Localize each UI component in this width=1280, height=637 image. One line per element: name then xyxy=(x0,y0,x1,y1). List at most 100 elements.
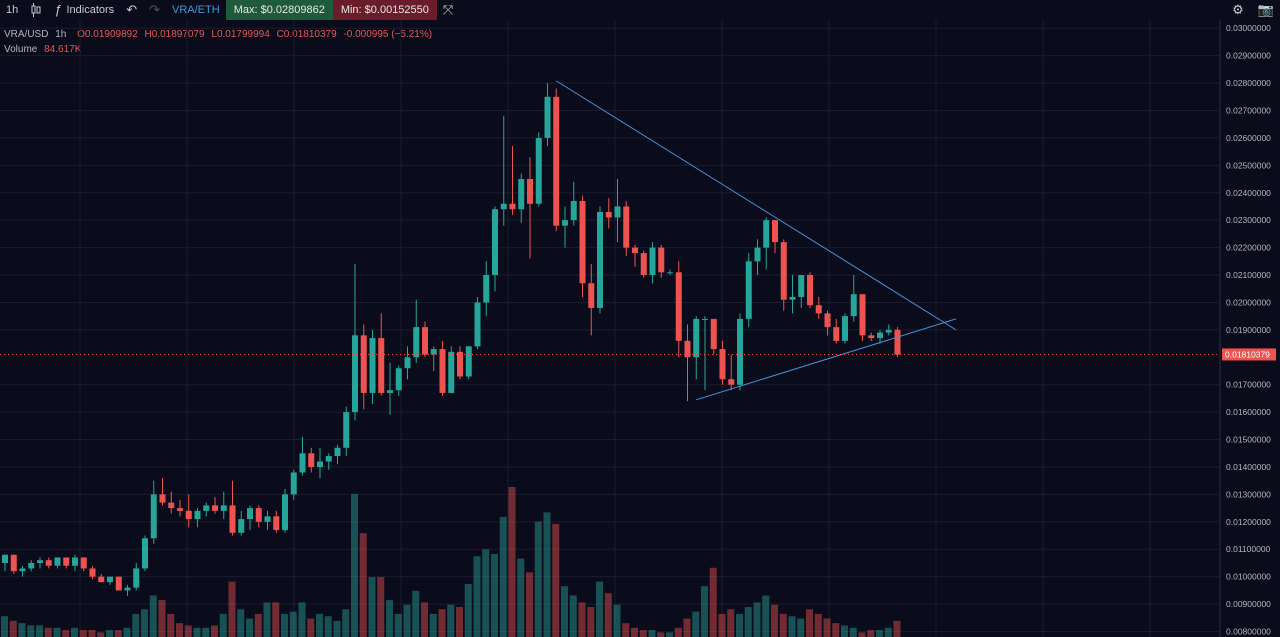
volume-bar xyxy=(281,613,288,637)
candle-body xyxy=(719,349,726,380)
candle-body xyxy=(474,302,481,347)
fullscreen-button[interactable]: ⤧ xyxy=(437,0,459,20)
volume-bar xyxy=(394,613,402,637)
settings-icon[interactable]: ⚙ xyxy=(1232,2,1244,17)
price-axis-background xyxy=(1220,20,1280,637)
candle-body xyxy=(404,357,411,369)
volume-bar xyxy=(832,623,840,637)
candle-body xyxy=(89,568,96,577)
candle-body xyxy=(868,335,875,339)
candle-body xyxy=(859,294,866,336)
volume-bar xyxy=(683,618,691,637)
candle-body xyxy=(255,508,262,522)
volume-bar xyxy=(254,613,262,637)
candle-body xyxy=(614,206,621,218)
candle-body xyxy=(185,510,192,520)
interval-button[interactable]: 1h xyxy=(6,4,19,16)
volume-bar xyxy=(79,630,87,637)
candle-body xyxy=(430,349,437,355)
volume-bar xyxy=(272,602,280,637)
volume-bar xyxy=(718,613,726,637)
volume-bar xyxy=(823,618,831,637)
volume-bar xyxy=(604,593,612,637)
volume-bar xyxy=(36,625,43,637)
candle-body xyxy=(640,253,647,276)
indicators-button[interactable]: ƒ Indicators xyxy=(48,0,120,20)
volume-bar xyxy=(753,602,761,637)
volume-bar xyxy=(674,627,682,637)
price-tick-label: 0.01400000 xyxy=(1226,462,1271,472)
price-tick-label: 0.02400000 xyxy=(1226,188,1271,198)
candle-body xyxy=(527,179,533,204)
price-tick-label: 0.02800000 xyxy=(1226,78,1271,88)
volume-bar xyxy=(858,632,866,637)
legend-interval: 1h xyxy=(55,29,67,40)
volume-bar xyxy=(806,609,813,637)
price-chart[interactable]: 0.03000000 0.02900000 0.02800000 0.02700000… xyxy=(0,20,1280,637)
volume-bar xyxy=(324,616,332,637)
candle-body xyxy=(780,242,787,300)
candle-body xyxy=(72,557,78,566)
candle-body xyxy=(745,261,752,319)
legend-low: L0.01799994 xyxy=(211,29,270,40)
candle-body xyxy=(212,505,218,511)
volume-bar xyxy=(701,586,708,637)
volume-bar xyxy=(447,604,455,637)
candle-body xyxy=(334,447,341,457)
volume-bar xyxy=(534,521,542,637)
price-tick-label: 0.02200000 xyxy=(1226,243,1271,253)
volume-bar xyxy=(631,627,638,637)
support-trendline xyxy=(696,318,957,401)
candle-body xyxy=(649,247,656,276)
legend-change: -0.000995 (−5.21%) xyxy=(343,29,433,40)
price-tick-label: 0.01900000 xyxy=(1226,325,1271,335)
compare-symbol[interactable]: VRA/ETH xyxy=(172,4,220,16)
candle-body xyxy=(763,220,770,248)
candle-body xyxy=(632,247,638,254)
redo-icon: ↷ xyxy=(149,2,160,17)
candle-body xyxy=(570,200,577,221)
candle-body xyxy=(535,137,542,204)
undo-button[interactable]: ↶ xyxy=(120,0,143,20)
min-price-badge: Min: $0.00152550 xyxy=(332,0,437,20)
volume-bar xyxy=(893,620,901,637)
redo-button[interactable]: ↷ xyxy=(143,0,166,20)
camera-icon[interactable]: 📷 xyxy=(1257,2,1274,17)
volume-bar xyxy=(648,630,656,637)
price-tick-label: 0.01500000 xyxy=(1226,435,1271,445)
volume-bar xyxy=(867,630,875,637)
volume-bar xyxy=(744,607,752,637)
volume-bar xyxy=(403,604,411,637)
volume-bar xyxy=(526,572,533,637)
volume-bar xyxy=(1,616,8,637)
volume-bar xyxy=(561,586,568,637)
volume-bar xyxy=(543,512,551,637)
candle-body xyxy=(553,96,560,226)
candle-body xyxy=(597,211,603,308)
candle-body xyxy=(124,587,131,591)
candle-body xyxy=(422,327,428,355)
candles-icon[interactable] xyxy=(24,0,48,20)
volume-bar xyxy=(517,558,525,637)
candle-body xyxy=(133,568,140,588)
volume-bar xyxy=(482,549,490,637)
candles xyxy=(2,83,901,596)
volume-bar xyxy=(106,630,113,637)
volume-bar xyxy=(727,609,735,637)
volume-bar xyxy=(62,630,70,637)
price-tick-label: 0.01300000 xyxy=(1226,489,1271,499)
volume-bar xyxy=(377,577,385,637)
volume-bar xyxy=(211,625,218,637)
volume-bar xyxy=(228,581,236,637)
candle-body xyxy=(824,313,831,328)
volume-bar xyxy=(27,625,35,637)
volume-bar xyxy=(289,611,297,637)
volume-bar xyxy=(622,623,630,637)
volume-bar xyxy=(44,627,52,637)
price-tick-label: 0.02600000 xyxy=(1226,133,1271,143)
volume-bar xyxy=(657,632,665,637)
volume-label: Volume xyxy=(4,44,38,55)
candle-body xyxy=(387,390,393,393)
toolbar: 1h ƒ Indicators ↶ ↷ VRA/ETH Max: $0.0280… xyxy=(0,0,1280,20)
candle-body xyxy=(290,472,297,495)
